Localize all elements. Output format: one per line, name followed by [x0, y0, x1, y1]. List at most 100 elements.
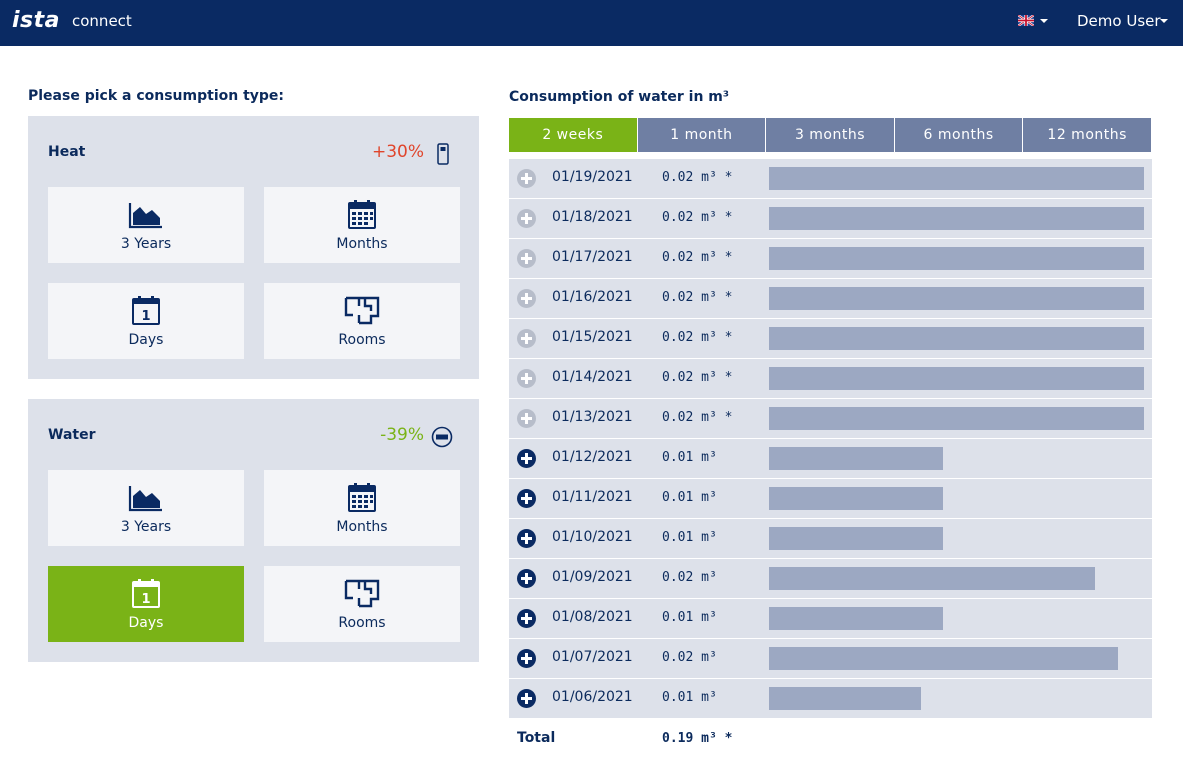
calendar-month-icon	[348, 483, 376, 512]
user-menu[interactable]: Demo User	[1077, 12, 1161, 30]
tile-label: 3 Years	[120, 519, 172, 535]
table-row: 01/13/2021 0.02 m³ *	[509, 399, 1152, 439]
expand-plus-icon[interactable]	[517, 609, 536, 628]
consumption-bar	[769, 327, 1144, 350]
water-panel: Water -39% 3 Years Months	[28, 399, 479, 662]
water-months-tile[interactable]: Months	[264, 470, 460, 546]
row-date: 01/15/2021	[552, 329, 633, 345]
heat-days-tile[interactable]: 1 Days	[48, 283, 244, 359]
table-row: 01/17/2021 0.02 m³ *	[509, 239, 1152, 279]
row-date: 01/16/2021	[552, 289, 633, 305]
row-date: 01/06/2021	[552, 689, 633, 705]
floor-plan-icon	[344, 579, 380, 608]
water-days-tile[interactable]: 1 Days	[48, 566, 244, 642]
expand-plus-icon[interactable]	[517, 169, 536, 188]
water-label: Water	[48, 427, 96, 443]
tile-label: 3 Years	[120, 236, 172, 252]
heat-label: Heat	[48, 144, 86, 160]
consumption-bar	[769, 447, 943, 470]
expand-plus-icon[interactable]	[517, 369, 536, 388]
calendar-day-icon: 1	[132, 579, 160, 608]
area-chart-icon	[128, 486, 162, 512]
heat-panel: Heat +30% 3 Years Months	[28, 116, 479, 379]
language-caret-icon[interactable]	[1040, 19, 1048, 23]
expand-plus-icon[interactable]	[517, 249, 536, 268]
consumption-bar	[769, 487, 943, 510]
consumption-bar	[769, 607, 943, 630]
water-3-years-tile[interactable]: 3 Years	[48, 470, 244, 546]
consumption-bar	[769, 647, 1118, 670]
row-value: 0.02 m³	[662, 650, 717, 665]
total-value: 0.19 m³ *	[662, 731, 733, 746]
row-date: 01/13/2021	[552, 409, 633, 425]
consumption-bar	[769, 407, 1144, 430]
water-meter-icon	[431, 426, 453, 448]
expand-plus-icon[interactable]	[517, 689, 536, 708]
consumption-bar	[769, 687, 921, 710]
expand-plus-icon[interactable]	[517, 329, 536, 348]
svg-text:1: 1	[141, 309, 150, 324]
row-value: 0.02 m³ *	[662, 370, 733, 385]
tile-label: Days	[128, 332, 164, 348]
row-value: 0.02 m³ *	[662, 290, 733, 305]
row-date: 01/12/2021	[552, 449, 633, 465]
row-value: 0.01 m³	[662, 690, 717, 705]
row-date: 01/18/2021	[552, 209, 633, 225]
period-tabs: 2 weeks 1 month 3 months 6 months 12 mon…	[509, 118, 1151, 152]
expand-plus-icon[interactable]	[517, 529, 536, 548]
consumption-bar	[769, 527, 943, 550]
ista-logo[interactable]: ista	[12, 8, 60, 33]
heat-cost-allocator-icon	[437, 143, 449, 165]
table-row: 01/18/2021 0.02 m³ *	[509, 199, 1152, 239]
row-date: 01/10/2021	[552, 529, 633, 545]
heat-months-tile[interactable]: Months	[264, 187, 460, 263]
row-value: 0.01 m³	[662, 610, 717, 625]
calendar-day-icon: 1	[132, 296, 160, 325]
table-row: 01/07/2021 0.02 m³	[509, 639, 1152, 679]
tab-1-month[interactable]: 1 month	[637, 118, 767, 152]
row-date: 01/11/2021	[552, 489, 633, 505]
consumption-bar	[769, 247, 1144, 270]
table-row: 01/10/2021 0.01 m³	[509, 519, 1152, 559]
row-value: 0.01 m³	[662, 530, 717, 545]
row-date: 01/17/2021	[552, 249, 633, 265]
consumption-title: Consumption of water in m³	[509, 89, 730, 105]
row-date: 01/19/2021	[552, 169, 633, 185]
user-caret-icon[interactable]	[1160, 19, 1168, 23]
consumption-bar	[769, 367, 1144, 390]
row-value: 0.02 m³ *	[662, 250, 733, 265]
tile-label: Days	[128, 615, 164, 631]
tile-label: Rooms	[338, 332, 386, 348]
water-rooms-tile[interactable]: Rooms	[264, 566, 460, 642]
heat-rooms-tile[interactable]: Rooms	[264, 283, 460, 359]
consumption-list: 01/19/2021 0.02 m³ * 01/18/2021 0.02 m³ * 01…	[509, 159, 1152, 719]
tab-12-months[interactable]: 12 months	[1023, 118, 1151, 152]
expand-plus-icon[interactable]	[517, 289, 536, 308]
table-row: 01/19/2021 0.02 m³ *	[509, 159, 1152, 199]
table-row: 01/12/2021 0.01 m³	[509, 439, 1152, 479]
tab-6-months[interactable]: 6 months	[894, 118, 1024, 152]
top-navigation-bar: ista connect Demo User	[0, 0, 1183, 46]
expand-plus-icon[interactable]	[517, 449, 536, 468]
table-row: 01/09/2021 0.02 m³	[509, 559, 1152, 599]
table-row: 01/11/2021 0.01 m³	[509, 479, 1152, 519]
water-change: -39%	[380, 425, 424, 445]
tab-3-months[interactable]: 3 months	[766, 118, 895, 152]
calendar-month-icon	[348, 200, 376, 229]
expand-plus-icon[interactable]	[517, 489, 536, 508]
svg-text:1: 1	[141, 592, 150, 607]
total-label: Total	[517, 730, 556, 746]
consumption-type-title: Please pick a consumption type:	[28, 88, 285, 104]
expand-plus-icon[interactable]	[517, 209, 536, 228]
uk-flag-icon[interactable]	[1018, 15, 1034, 26]
table-row: 01/06/2021 0.01 m³	[509, 679, 1152, 719]
expand-plus-icon[interactable]	[517, 649, 536, 668]
expand-plus-icon[interactable]	[517, 569, 536, 588]
heat-3-years-tile[interactable]: 3 Years	[48, 187, 244, 263]
tab-2-weeks[interactable]: 2 weeks	[509, 118, 638, 152]
heat-change: +30%	[371, 142, 424, 162]
expand-plus-icon[interactable]	[517, 409, 536, 428]
table-row: 01/08/2021 0.01 m³	[509, 599, 1152, 639]
consumption-bar	[769, 167, 1144, 190]
row-date: 01/08/2021	[552, 609, 633, 625]
